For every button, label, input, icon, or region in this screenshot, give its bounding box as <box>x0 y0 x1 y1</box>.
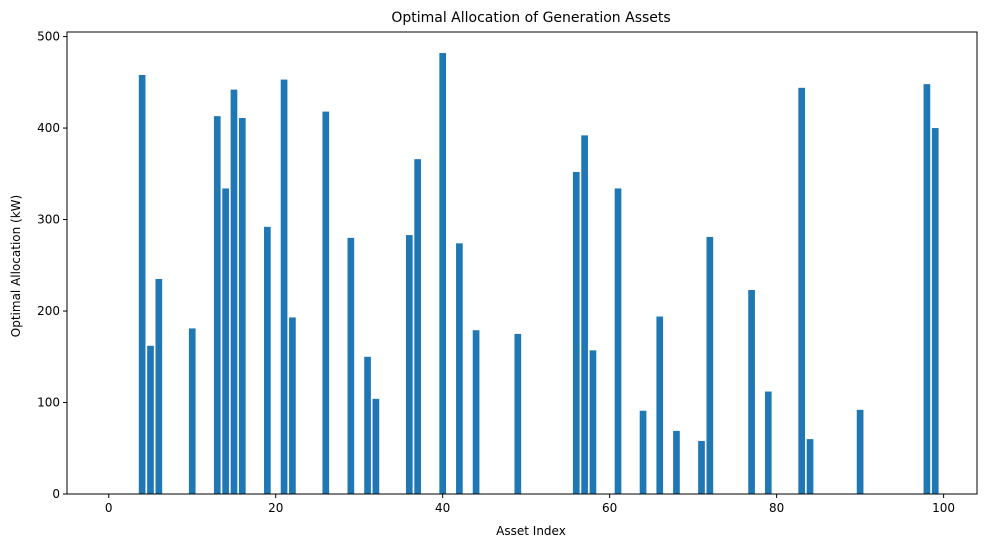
x-axis-ticks: 0 20 40 60 80 100 <box>105 494 955 515</box>
bar-asset-99 <box>931 128 939 495</box>
y-tick-label: 200 <box>37 304 60 318</box>
plot-frame <box>66 31 978 495</box>
y-tick-label: 0 <box>52 487 60 501</box>
bar-asset-14 <box>222 188 229 494</box>
bar-asset-77 <box>748 289 755 494</box>
bar-asset-79 <box>764 391 772 494</box>
bar-asset-16 <box>238 117 246 495</box>
bar-asset-32 <box>372 398 380 494</box>
x-tick-label: 0 <box>105 501 113 515</box>
y-tick-label: 500 <box>37 30 60 44</box>
bar-asset-66 <box>656 316 664 494</box>
bar-asset-22 <box>289 317 296 494</box>
bar-asset-6 <box>155 279 163 494</box>
bar-asset-58 <box>589 350 597 494</box>
bar-asset-90 <box>856 409 864 494</box>
y-tick-label: 400 <box>37 121 60 135</box>
bar-asset-68 <box>673 430 680 494</box>
bar-asset-10 <box>188 328 196 494</box>
bar-asset-57 <box>581 135 588 494</box>
bar-asset-13 <box>213 116 221 495</box>
bar-asset-37 <box>414 159 421 494</box>
x-tick-label: 40 <box>435 501 450 515</box>
bar-asset-19 <box>264 226 271 494</box>
x-tick-label: 100 <box>932 501 955 515</box>
x-axis-label: Asset Index <box>496 524 566 538</box>
bar-asset-31 <box>364 356 371 494</box>
bar-asset-61 <box>614 188 622 494</box>
bar-asset-21 <box>280 79 288 495</box>
bar-asset-5 <box>147 345 154 494</box>
y-tick-label: 300 <box>37 213 60 227</box>
bar-asset-98 <box>923 84 931 494</box>
bar-asset-49 <box>514 333 522 494</box>
x-tick-label: 20 <box>268 501 283 515</box>
chart-title: Optimal Allocation of Generation Assets <box>391 10 670 26</box>
bar-asset-29 <box>347 237 355 494</box>
bar-asset-72 <box>706 236 714 494</box>
bar-asset-64 <box>639 410 647 494</box>
bar-asset-44 <box>472 330 480 494</box>
bar-asset-15 <box>230 89 238 494</box>
bar-asset-56 <box>572 171 580 494</box>
bar-asset-4 <box>138 74 146 494</box>
y-tick-label: 100 <box>37 396 60 410</box>
bar-asset-71 <box>698 440 705 494</box>
x-tick-label: 60 <box>602 501 617 515</box>
bar-asset-26 <box>322 111 330 495</box>
bar-asset-83 <box>798 87 806 494</box>
y-axis-ticks: 0 100 200 300 400 500 <box>37 30 67 501</box>
bar-asset-40 <box>439 53 447 494</box>
bar-asset-84 <box>806 439 814 494</box>
x-tick-label: 80 <box>769 501 784 515</box>
bar-asset-42 <box>456 243 463 494</box>
bars-group <box>138 53 939 495</box>
bar-asset-36 <box>405 235 413 494</box>
y-axis-label: Optimal Allocation (kW) <box>9 195 23 337</box>
